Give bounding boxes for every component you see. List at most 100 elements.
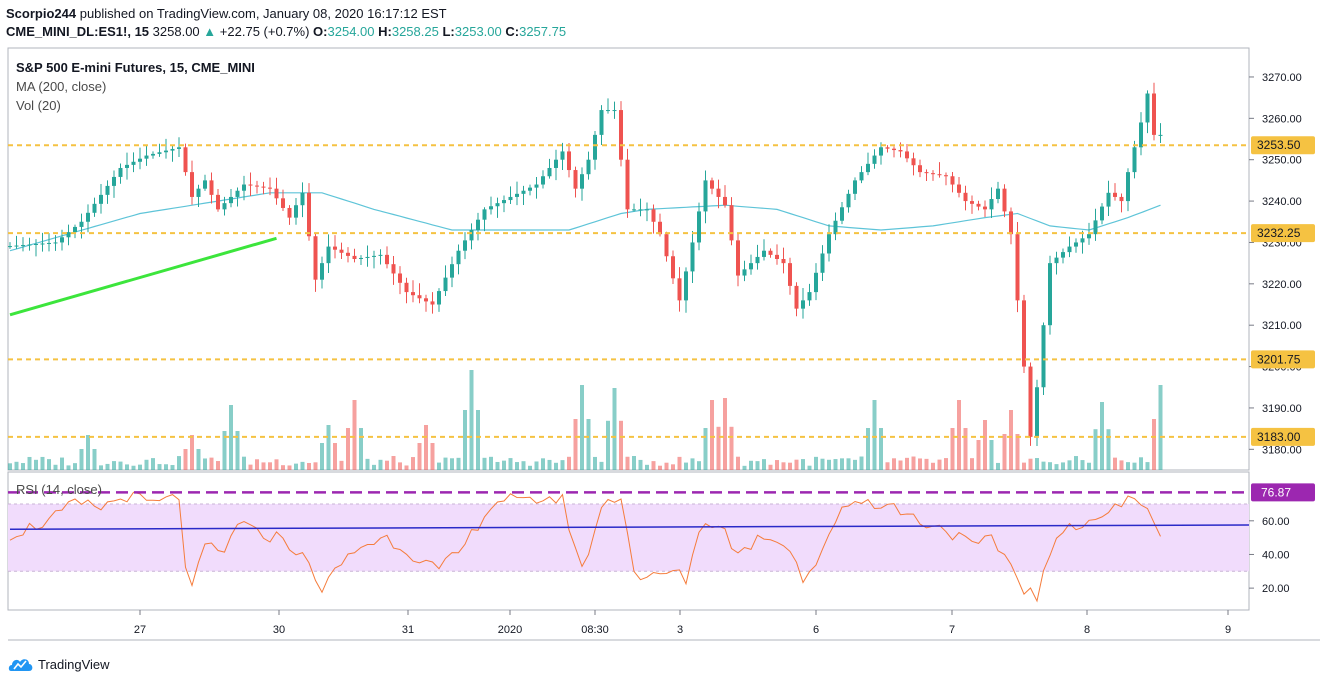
volume-bar <box>697 461 701 470</box>
volume-bar <box>983 420 987 470</box>
tradingview-logo[interactable]: TradingView <box>8 655 110 673</box>
volume-bar <box>775 460 779 470</box>
candle-body <box>820 253 825 273</box>
time-tick-label: 9 <box>1225 624 1231 636</box>
candle-body <box>209 180 214 195</box>
volume-bar <box>749 460 753 470</box>
volume-bar <box>346 428 350 470</box>
candle-body <box>749 263 753 270</box>
volume-bar <box>326 425 331 470</box>
time-tick-label: 27 <box>134 624 146 636</box>
level-price-tag <box>1251 350 1315 369</box>
candle-body <box>645 209 649 211</box>
candle-body <box>690 242 695 272</box>
candle-body <box>833 220 838 235</box>
volume-bar <box>541 458 545 470</box>
volume-bar <box>599 461 604 470</box>
volume-bar <box>690 458 695 470</box>
candle-body <box>151 153 155 156</box>
volume-bar <box>469 370 474 470</box>
candle-body <box>144 155 149 159</box>
candle-body <box>60 237 64 243</box>
volume-bar <box>703 428 708 470</box>
volume-bar <box>606 420 610 470</box>
candle-body <box>1106 192 1111 207</box>
candle-body <box>781 259 786 264</box>
volume-bar <box>495 461 500 470</box>
candle-body <box>528 187 532 191</box>
high-value: 3258.25 <box>391 24 439 39</box>
volume-bar <box>430 443 435 470</box>
candle-body <box>684 271 688 301</box>
candle-body <box>359 257 363 259</box>
volume-bar <box>736 456 740 470</box>
candle-body <box>417 295 422 299</box>
candle-body <box>1028 366 1033 437</box>
volume-bar <box>905 457 909 470</box>
candle-body <box>40 243 45 245</box>
volume-bar <box>53 464 58 470</box>
level-price-tag <box>1251 136 1315 155</box>
volume-bar <box>866 428 870 470</box>
candle-body <box>190 172 194 197</box>
volume-bar <box>625 456 630 470</box>
candle-body <box>248 184 253 186</box>
volume-bar <box>1087 462 1091 470</box>
candle-body <box>476 219 480 231</box>
candle-body <box>807 292 812 301</box>
volume-bar <box>892 458 896 470</box>
rsi-tick-label: 20.00 <box>1262 583 1290 595</box>
candle-body <box>430 301 435 305</box>
time-tick-label: 30 <box>273 624 285 636</box>
close-label: C: <box>505 24 520 39</box>
volume-bar <box>612 388 617 470</box>
volume-bar <box>118 461 123 470</box>
price-tick-label: 3210.00 <box>1262 320 1302 332</box>
rsi-legend: RSI (14, close) <box>16 482 102 497</box>
candle-body <box>1093 220 1098 235</box>
level-price-tag <box>1251 224 1315 243</box>
candle-body <box>612 110 617 112</box>
volume-bar <box>170 465 175 470</box>
candle-body <box>1074 242 1078 247</box>
candle-body <box>1035 387 1039 437</box>
candle-body <box>814 272 818 293</box>
candle-body <box>170 148 175 151</box>
volume-bar <box>1074 456 1078 470</box>
level-price-label: 3201.75 <box>1257 352 1301 366</box>
volume-bar <box>404 465 409 470</box>
volume-bar <box>827 459 831 470</box>
volume-bar <box>853 459 857 470</box>
volume-bar <box>989 440 994 470</box>
candle-body <box>892 148 896 151</box>
volume-bar <box>313 462 318 470</box>
volume-bar <box>112 461 116 470</box>
volume-bar <box>1009 410 1013 470</box>
candle-body <box>534 184 539 188</box>
level-price-tag <box>1251 427 1315 446</box>
candle-body <box>1126 172 1130 202</box>
volume-bar <box>1015 434 1020 470</box>
volume-bar <box>970 458 974 470</box>
candle-body <box>489 206 493 210</box>
volume-bar <box>1126 462 1130 470</box>
volume-bar <box>352 400 357 470</box>
volume-bar <box>144 459 149 470</box>
candle-body <box>73 226 77 233</box>
volume-bar <box>846 458 851 470</box>
volume-bar <box>684 462 688 470</box>
volume-bar <box>34 459 38 470</box>
volume-bar <box>417 443 422 470</box>
time-tick-label: 2020 <box>498 624 522 636</box>
volume-bar <box>320 443 324 470</box>
volume-bar <box>586 419 591 470</box>
candle-body <box>346 252 350 256</box>
volume-bar <box>378 459 383 470</box>
vol-legend: Vol (20) <box>16 98 61 113</box>
candle-body <box>950 176 955 185</box>
candle-body <box>638 209 643 211</box>
candle-body <box>482 209 487 220</box>
candle-body <box>606 110 610 112</box>
volume-bar <box>339 460 344 470</box>
